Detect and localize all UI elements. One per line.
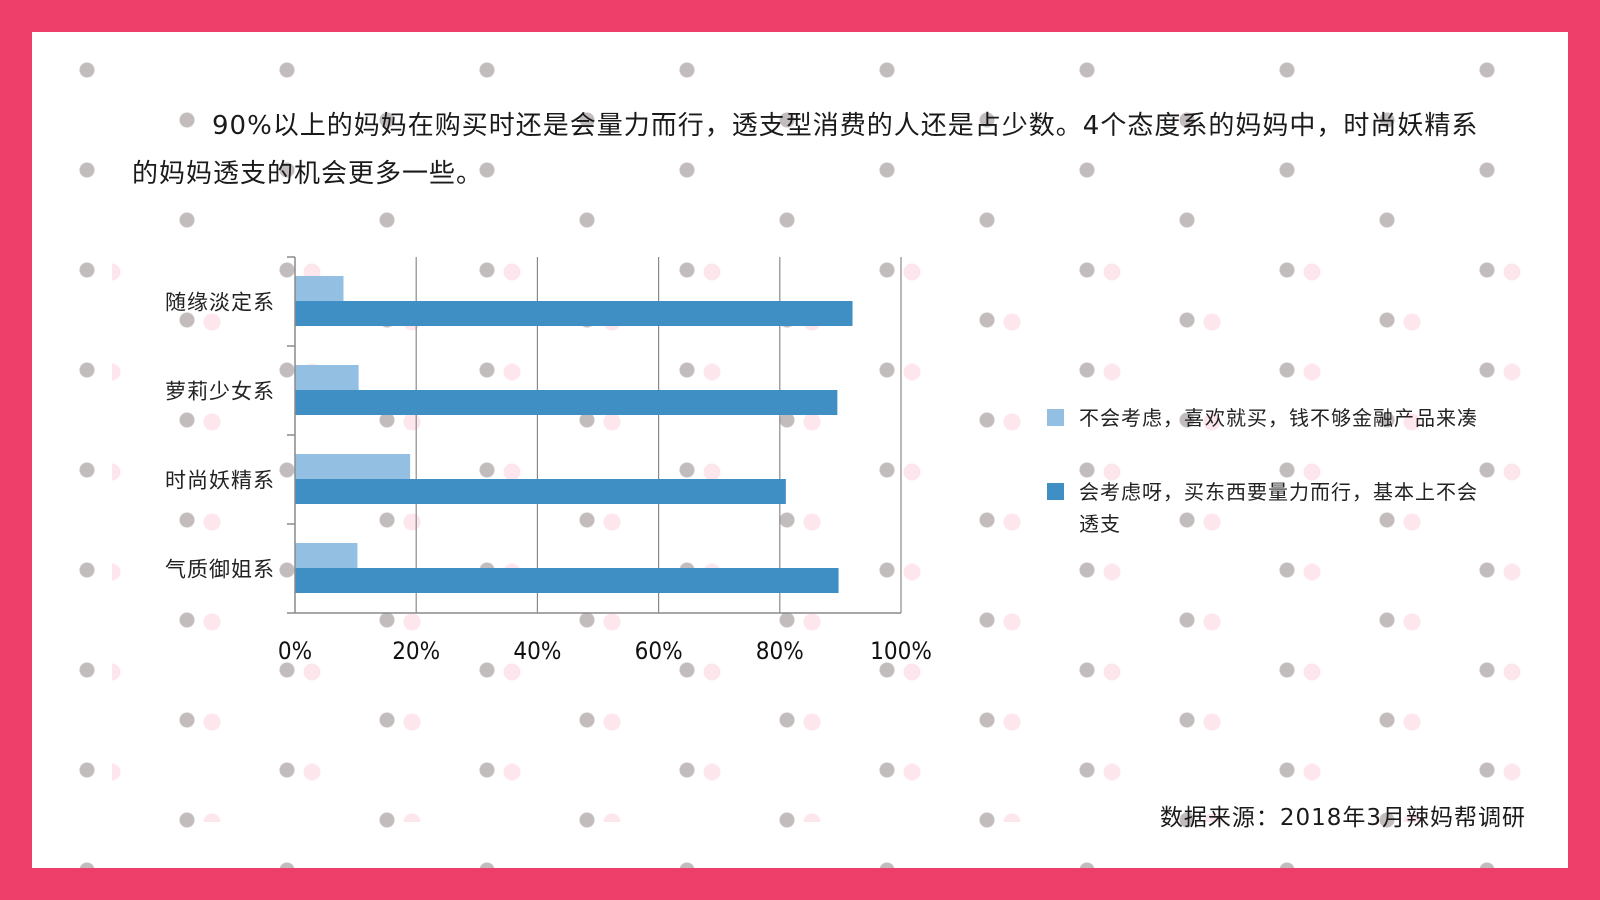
category-label: 气质御姐系 xyxy=(165,558,275,582)
data-source: 数据来源：2018年3月辣妈帮调研 xyxy=(1159,805,1526,831)
background-pattern xyxy=(112,262,1522,822)
category-label: 时尚妖精系 xyxy=(165,469,275,493)
bar-light xyxy=(295,365,359,390)
bar-light xyxy=(295,454,411,479)
slide: 90%以上的妈妈在购买时还是会量力而行，透支型消费的人还是占少数。4个态度系的妈… xyxy=(32,32,1568,868)
bar-light xyxy=(295,543,358,568)
legend-label: 会考虑呀，买东西要量力而行，基本上不会透支 xyxy=(1079,480,1478,536)
bar-dark xyxy=(295,390,838,415)
bar-light xyxy=(295,276,344,301)
x-tick-label: 100% xyxy=(870,637,932,665)
x-tick-label: 0% xyxy=(278,637,312,665)
bar-dark xyxy=(295,479,786,504)
bar-dark xyxy=(295,568,839,593)
category-label: 萝莉少女系 xyxy=(165,380,275,404)
x-tick-label: 20% xyxy=(392,637,440,665)
chart-legend: 不会考虑，喜欢就买，钱不够金融产品来凑会考虑呀，买东西要量力而行，基本上不会透支 xyxy=(1047,402,1487,582)
x-tick-label: 80% xyxy=(756,637,804,665)
legend-swatch xyxy=(1047,409,1064,426)
category-label: 随缘淡定系 xyxy=(165,291,275,315)
legend-item: 会考虑呀，买东西要量力而行，基本上不会透支 xyxy=(1047,476,1487,540)
bar-dark xyxy=(295,301,853,326)
legend-label: 不会考虑，喜欢就买，钱不够金融产品来凑 xyxy=(1079,406,1478,430)
legend-swatch xyxy=(1047,483,1064,500)
x-tick-label: 60% xyxy=(635,637,683,665)
x-tick-label: 40% xyxy=(513,637,561,665)
summary-text: 90%以上的妈妈在购买时还是会量力而行，透支型消费的人还是占少数。4个态度系的妈… xyxy=(132,111,1479,189)
legend-item: 不会考虑，喜欢就买，钱不够金融产品来凑 xyxy=(1047,402,1487,434)
